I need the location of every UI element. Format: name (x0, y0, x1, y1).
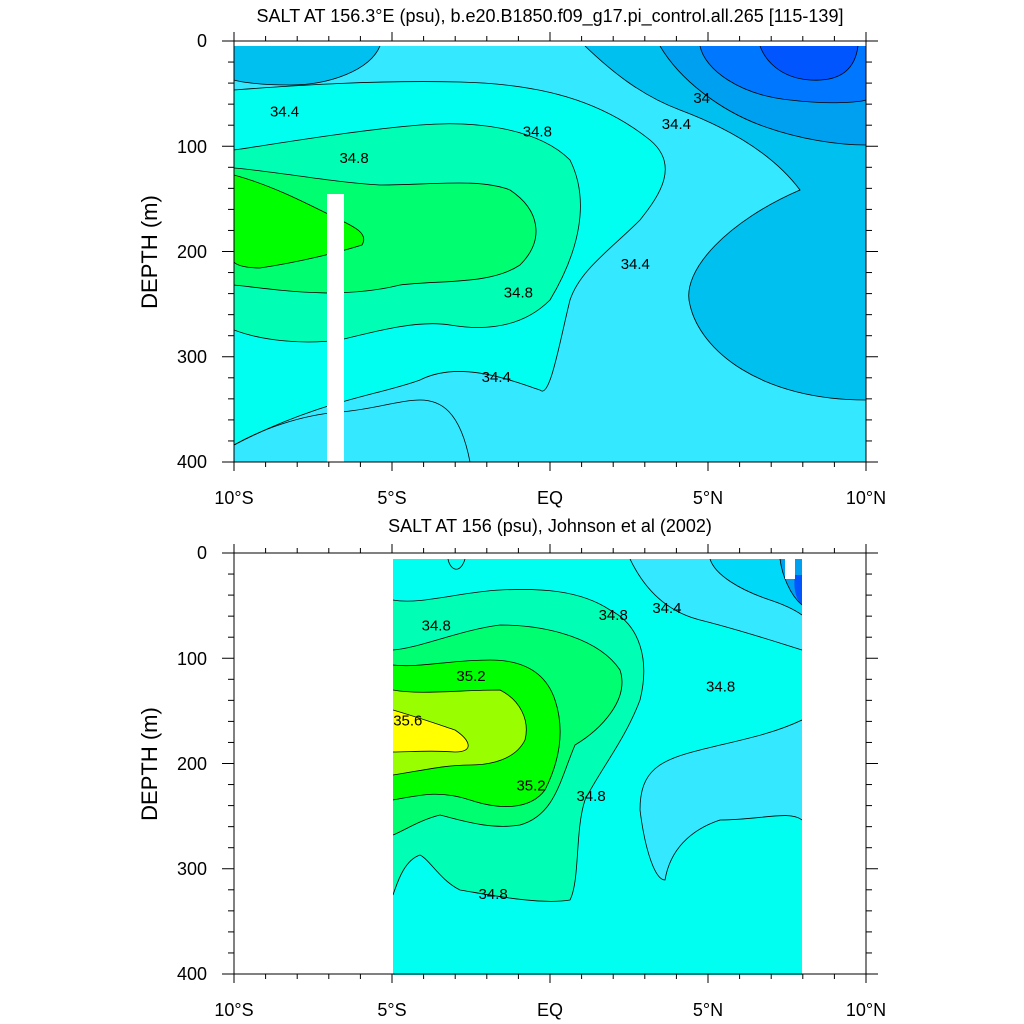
x-tick-label: 5°N (693, 488, 723, 508)
panel2-ticks (222, 544, 878, 983)
y-tick-label: 100 (177, 649, 207, 669)
contour-35.2 (393, 659, 561, 807)
contour-34.2-right (779, 559, 802, 606)
contour-label: 34.8 (422, 618, 451, 635)
contour-34.2-left (234, 46, 381, 86)
contour-label: 34.4 (621, 256, 650, 273)
y-tick-label: 0 (197, 31, 207, 51)
contour-label: 34.4 (270, 104, 299, 121)
fill-band-35.4 (393, 690, 527, 775)
contour-34.4-right (709, 559, 802, 616)
contour-label: 34 (693, 90, 710, 107)
contour-34.8 (393, 588, 645, 902)
y-tick-label: 300 (177, 859, 207, 879)
x-tick-label: EQ (537, 1000, 563, 1020)
y-tick-label: 0 (197, 543, 207, 563)
x-tick-label: 10°S (214, 488, 253, 508)
contour-label: 35.2 (516, 778, 545, 795)
contour-label: 34.8 (504, 285, 533, 302)
contour-label: 34.8 (339, 150, 368, 167)
panel1-title: SALT AT 156.3°E (psu), b.e20.B1850.f09_g… (257, 6, 844, 27)
contour-35.6 (393, 709, 469, 753)
panel1-ticks (222, 32, 878, 471)
fill-band-35.6 (393, 710, 469, 752)
contour-label: 34.8 (523, 124, 552, 141)
x-tick-label: 5°S (377, 488, 406, 508)
x-tick-label: 5°S (377, 1000, 406, 1020)
contour-label: 34.4 (652, 600, 681, 617)
panel-observations: SALT AT 156 (psu), Johnson et al (2002) (137, 516, 886, 1020)
contour-34.6-right-deep (639, 719, 802, 881)
contour-35.4 (393, 689, 527, 776)
contour-34.0-right (659, 46, 866, 146)
contour-34.2-right (584, 46, 866, 401)
y-tick-label: 100 (177, 137, 207, 157)
contour-35.2 (234, 174, 365, 269)
contour-label: 34.4 (662, 116, 691, 133)
fill-band-lt33.6-right (760, 46, 858, 81)
contour-33.6-right (759, 46, 859, 81)
fill-band-34.2-right (710, 559, 802, 615)
y-tick-label: 300 (177, 347, 207, 367)
panel1-y-tick-labels: 0 100 200 300 400 (177, 31, 207, 472)
fill-band-33.6-right (794, 575, 802, 605)
panel1-x-tick-labels: 10°S 5°S EQ 5°N 10°N (214, 488, 886, 508)
y-tick-label: 400 (177, 964, 207, 984)
contour-34.4-upper (234, 81, 666, 446)
panel2-x-tick-labels: 10°S 5°S EQ 5°N 10°N (214, 1000, 886, 1020)
panel1-filled-contours (234, 46, 866, 462)
missing-data-column (327, 194, 344, 462)
contour-label: 34.8 (706, 679, 735, 696)
contour-label: 35.2 (456, 668, 485, 685)
y-tick-label: 400 (177, 452, 207, 472)
panel1-contour-lines (234, 46, 866, 462)
contour-33.8-right (699, 46, 866, 104)
contour-34.6-right (629, 559, 802, 651)
panel-model: SALT AT 156.3°E (psu), b.e20.B1850.f09_g… (137, 6, 886, 508)
contour-label: 34.8 (576, 788, 605, 805)
y-tick-label: 200 (177, 754, 207, 774)
contour-label: 35.6 (393, 712, 422, 729)
contour-label: 34.8 (479, 886, 508, 903)
contour-label: 34.4 (482, 369, 511, 386)
panel1-y-axis-label: DEPTH (m) (137, 195, 162, 309)
panel2-y-axis-label: DEPTH (m) (137, 707, 162, 821)
fill-band-34.4-right-deep (640, 720, 802, 880)
fill-band-35.0 (234, 168, 537, 293)
panel2-filled-contours (393, 559, 802, 975)
contour-label: 34.8 (599, 607, 628, 624)
panel2-contour-lines (393, 559, 802, 902)
x-tick-label: EQ (537, 488, 563, 508)
panel2-y-tick-labels: 0 100 200 300 400 (177, 543, 207, 984)
panel2-contour-labels: 34.8 34.8 34.4 35.2 34.8 35.6 35.2 34.8 34.8 (393, 600, 735, 903)
y-tick-label: 200 (177, 242, 207, 262)
contour-35.0 (393, 624, 623, 836)
contour-top-small (447, 559, 466, 570)
missing-data-notch (785, 559, 795, 579)
x-tick-label: 10°N (846, 488, 886, 508)
contour-35.0 (234, 167, 537, 294)
x-tick-label: 10°S (214, 1000, 253, 1020)
surface-gap (234, 41, 866, 46)
contour-34.2-deep (234, 399, 471, 462)
x-tick-label: 5°N (693, 1000, 723, 1020)
panel2-title: SALT AT 156 (psu), Johnson et al (2002) (388, 516, 712, 536)
fill-band-34.2-deep (234, 400, 470, 462)
x-tick-label: 10°N (846, 1000, 886, 1020)
